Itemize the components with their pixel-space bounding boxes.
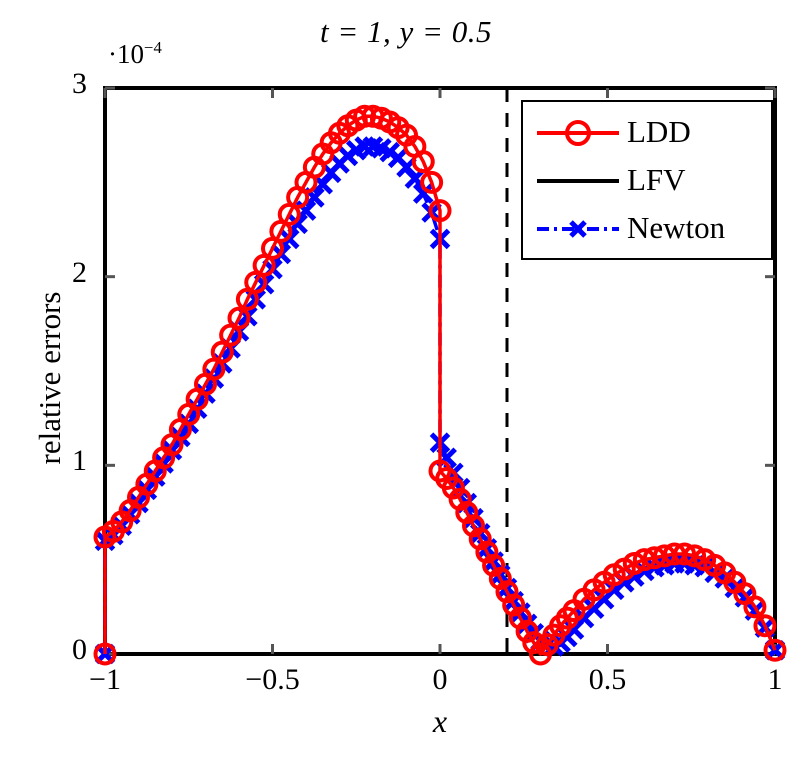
x-tick-label: 1 [767, 663, 783, 696]
y-axis-label-text: relative errors [32, 291, 67, 465]
x-axis-label: x [0, 703, 812, 740]
y-tick-label: 1 [72, 444, 87, 478]
data-point-marker [227, 306, 251, 330]
y-tick-label: 2 [72, 255, 87, 289]
chart-title: t = 1, y = 0.5 [0, 14, 812, 50]
legend-swatch-ldd [537, 120, 619, 146]
y-axis-multiplier-base: ·10 [108, 39, 144, 69]
x-axis-label-text: x [432, 703, 448, 739]
legend-item-newton: Newton [523, 206, 775, 252]
data-point-marker [673, 542, 697, 566]
x-tick-label: 0 [432, 663, 448, 696]
x-tick-label: −1 [89, 663, 121, 696]
legend-label-ldd: LDD [627, 114, 691, 149]
legend-swatch-newton [537, 220, 619, 238]
data-point-marker [420, 170, 444, 194]
y-axis-multiplier-exponent: −4 [144, 38, 162, 57]
x-tick-label: 0.5 [588, 663, 627, 696]
data-point-marker [763, 638, 787, 662]
data-point-marker [683, 544, 707, 568]
y-tick-label: 3 [72, 67, 87, 100]
legend-label-lfv: LFV [627, 162, 686, 197]
x-tick-label: −0.5 [245, 663, 300, 696]
data-point-marker [743, 595, 767, 619]
series-line [103, 114, 777, 656]
legend-item-lfv: LFV [523, 158, 775, 204]
legend-label-newton: Newton [627, 210, 726, 245]
data-point-marker [411, 150, 435, 174]
legend: LDD LFV Newton [521, 100, 773, 260]
data-point-marker [522, 631, 546, 655]
legend-swatch-lfv [537, 179, 619, 183]
data-point-marker [515, 619, 539, 643]
chart-title-text: t = 1, y = 0.5 [320, 14, 492, 49]
series-ldd [93, 104, 787, 666]
data-point-marker [622, 551, 646, 575]
data-point-marker [412, 183, 434, 204]
data-point-marker [428, 199, 452, 223]
legend-item-ldd: LDD [523, 110, 775, 156]
data-point-marker [441, 476, 465, 500]
y-tick-label: 0 [72, 633, 87, 666]
data-point-marker [753, 614, 777, 638]
data-point-marker [93, 642, 117, 666]
data-point-marker [353, 104, 377, 128]
y-axis-multiplier: ·10−4 [108, 38, 162, 70]
